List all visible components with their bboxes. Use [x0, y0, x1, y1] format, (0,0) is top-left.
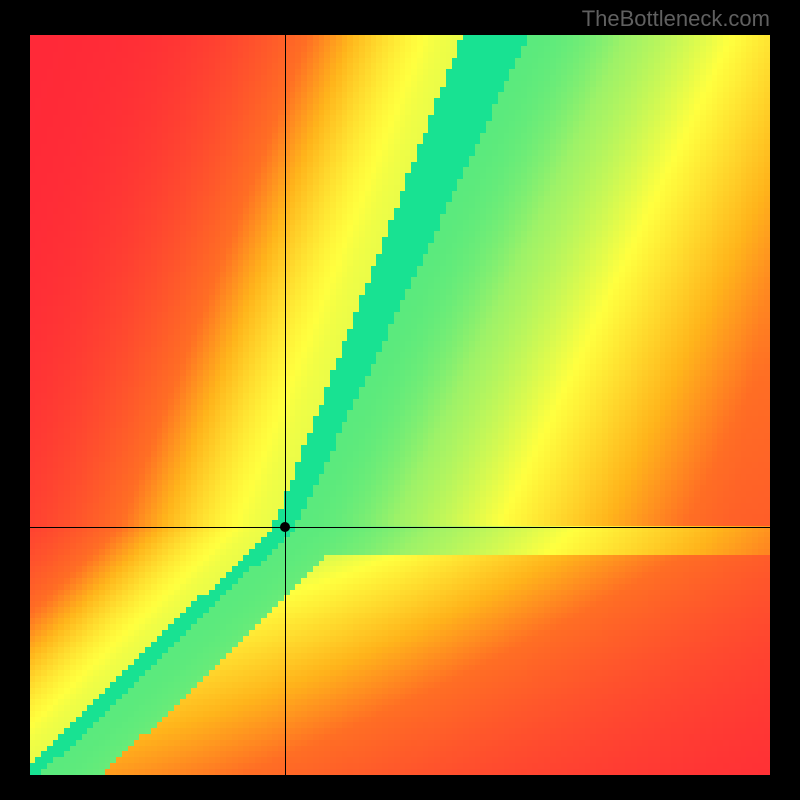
crosshair-dot [280, 522, 290, 532]
crosshair-horizontal [30, 527, 770, 528]
heatmap-canvas [30, 35, 770, 775]
watermark-text: TheBottleneck.com [582, 6, 770, 32]
crosshair-vertical [285, 35, 286, 775]
heatmap-plot [30, 35, 770, 775]
